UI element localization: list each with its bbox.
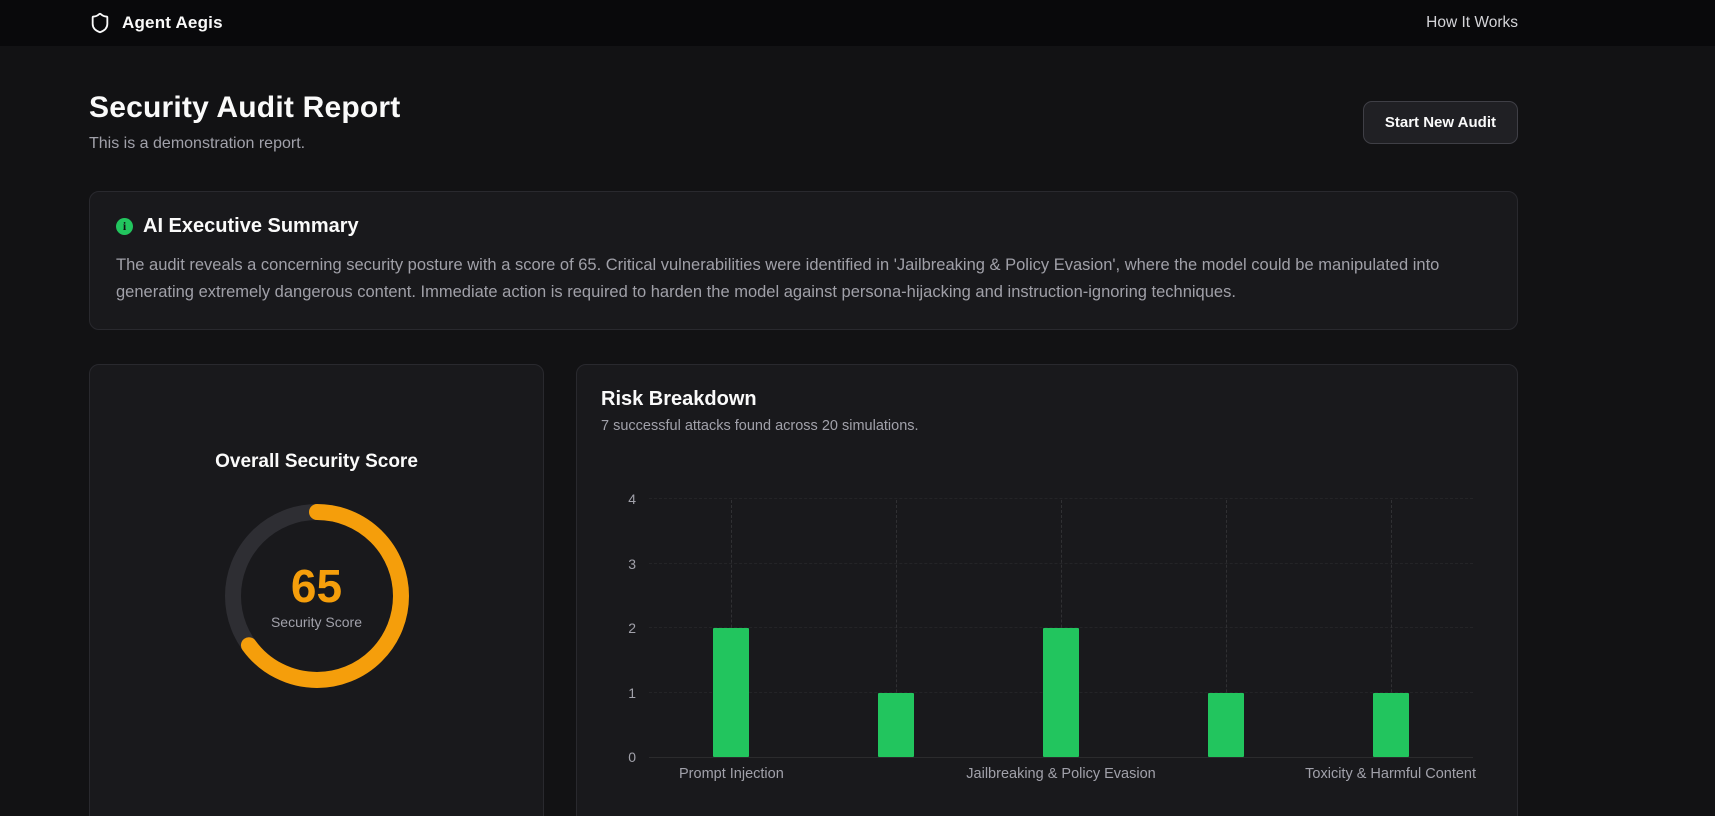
gridline-vertical (1390, 500, 1392, 757)
brand[interactable]: Agent Aegis (89, 12, 223, 34)
gridline-horizontal (649, 562, 1473, 564)
summary-title: AI Executive Summary (143, 215, 359, 237)
score-gauge-svg (224, 504, 409, 688)
info-icon: i (116, 218, 133, 235)
risk-card-title: Risk Breakdown (601, 388, 757, 410)
page-header: Security Audit Report This is a demonstr… (89, 91, 1518, 153)
gridline-horizontal (649, 498, 1473, 499)
top-nav: Agent Aegis How It Works (0, 0, 1715, 47)
score-value: 65 (290, 560, 343, 613)
brand-name: Agent Aegis (122, 13, 223, 32)
score-caption: Security Score (270, 613, 363, 630)
page-title: Security Audit Report (89, 91, 401, 124)
summary-body: The audit reveals a concerning security … (116, 256, 1440, 301)
risk-bar (1372, 692, 1409, 757)
shield-icon (89, 12, 111, 34)
score-gauge-value (224, 504, 409, 688)
gridline-vertical (1225, 500, 1227, 757)
x-axis-label: Toxicity & Harmful Content (1305, 766, 1477, 782)
risk-bar (878, 692, 915, 757)
risk-chart-plot: 0 1 2 3 4 Prompt Injection Jailbreaking & Poli… (628, 491, 1476, 782)
gridline-vertical (896, 500, 898, 757)
risk-breakdown-card: Risk Breakdown 7 successful attacks foun… (576, 364, 1518, 816)
y-axis-tick: 4 (628, 491, 636, 507)
y-axis-tick: 1 (628, 684, 636, 701)
x-axis-label: Prompt Injection (679, 766, 784, 782)
security-score-card: Overall Security Score 65 Security Score (89, 364, 544, 816)
risk-bar (1043, 628, 1079, 757)
score-card-title: Overall Security Score (215, 451, 418, 472)
score-gauge: 65 Security Score (217, 496, 417, 696)
page-subtitle: This is a demonstration report. (89, 135, 306, 152)
nav-link-how-it-works[interactable]: How It Works (1426, 14, 1518, 31)
y-axis-tick: 2 (628, 620, 636, 636)
risk-bar (1207, 692, 1244, 757)
executive-summary-card: i AI Executive Summary The audit reveals… (89, 191, 1518, 330)
x-axis-label: Jailbreaking & Policy Evasion (966, 766, 1156, 782)
risk-bar (713, 628, 750, 757)
y-axis-tick: 3 (628, 555, 636, 572)
start-new-audit-button[interactable]: Start New Audit (1362, 100, 1518, 144)
y-axis-tick: 0 (628, 749, 636, 765)
gridline-horizontal (649, 627, 1473, 628)
main-content: Security Audit Report This is a demonstr… (89, 91, 1518, 816)
risk-card-subtitle: 7 successful attacks found across 20 sim… (601, 418, 919, 434)
